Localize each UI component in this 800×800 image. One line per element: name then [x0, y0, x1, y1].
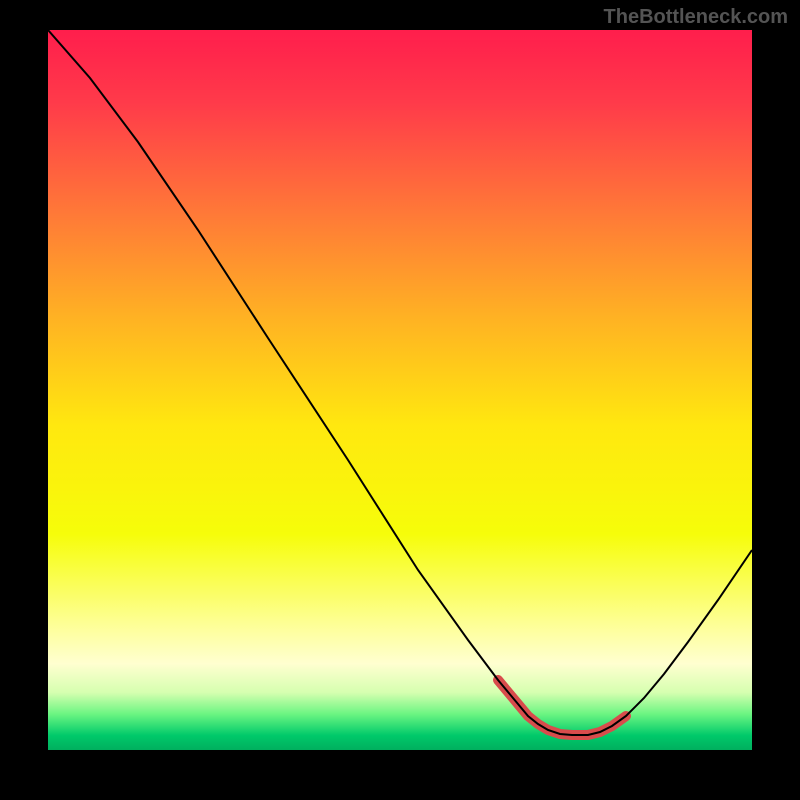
- main-curve: [48, 30, 752, 735]
- curve-layer: [48, 30, 752, 750]
- chart-frame: [48, 30, 752, 750]
- watermark-text: TheBottleneck.com: [604, 6, 788, 29]
- flat-segment: [498, 680, 626, 735]
